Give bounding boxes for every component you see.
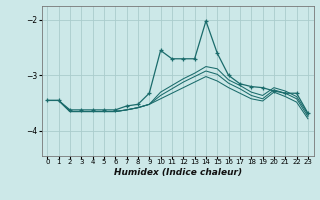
X-axis label: Humidex (Indice chaleur): Humidex (Indice chaleur) <box>114 168 242 177</box>
